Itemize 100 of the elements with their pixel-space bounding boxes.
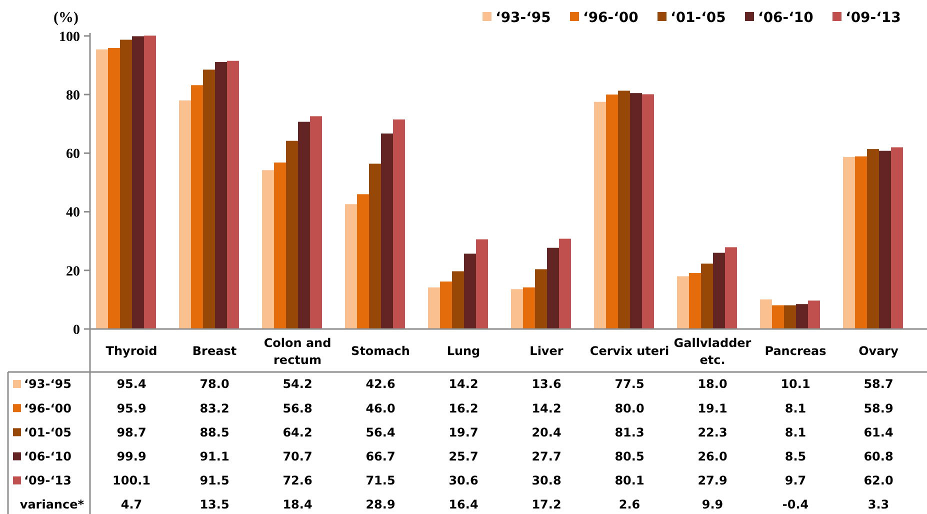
data-label: 10.1 (780, 377, 810, 392)
bar (215, 62, 227, 329)
bar (713, 252, 725, 329)
data-label: 58.7 (864, 377, 894, 392)
data-label: 56.8 (282, 401, 312, 416)
data-label: 30.8 (532, 474, 562, 488)
y-tick-label: 100 (59, 30, 80, 45)
text: ‘01-‘05 (24, 425, 72, 440)
x-tick-label: Cervix uteri (590, 344, 670, 358)
bar (701, 264, 713, 329)
data-label: 70.7 (282, 450, 312, 464)
data-label: 22.3 (698, 425, 728, 440)
text: -0.4 (782, 498, 809, 512)
data-label: 46.0 (366, 401, 396, 416)
data-label: 61.4 (864, 425, 894, 440)
bar (298, 122, 310, 329)
legend-label: ‘01-‘05 (670, 10, 726, 26)
text: 28.9 (366, 498, 396, 512)
y-tick-label: 80 (66, 88, 80, 104)
bar (191, 85, 203, 329)
bar (440, 282, 452, 329)
y-tick-label: 20 (66, 264, 80, 280)
x-tick-label: Liver (530, 344, 564, 358)
data-label: 62.0 (864, 474, 894, 488)
x-tick-label: Colon and rectum (264, 336, 332, 367)
bar (452, 271, 464, 329)
bar (677, 276, 689, 329)
data-label: 14.2 (448, 377, 478, 392)
bar (784, 305, 796, 329)
data-label: 80.5 (614, 450, 644, 464)
data-label: 9.7 (784, 474, 806, 488)
data-label: 95.4 (116, 377, 146, 392)
bar (357, 194, 369, 329)
data-label: 91.1 (200, 450, 230, 464)
data-label: 60.8 (864, 450, 894, 464)
data-label: 8.1 (784, 425, 806, 440)
x-tick-label: Breast (192, 344, 237, 358)
text: 4.7 (120, 498, 142, 512)
bar (381, 134, 393, 329)
data-label: 20.4 (532, 425, 562, 440)
x-tick-label: Ovary (858, 344, 899, 358)
data-label: 64.2 (282, 425, 312, 440)
bar (96, 49, 108, 329)
bar (345, 204, 357, 329)
bar (286, 140, 298, 329)
bar (879, 150, 891, 329)
bar (511, 289, 523, 329)
bar (796, 304, 808, 329)
data-label: 19.1 (698, 401, 728, 416)
text: 2.6 (618, 498, 640, 512)
bar (547, 248, 559, 329)
data-label: 91.5 (200, 474, 230, 488)
data-label: 72.6 (282, 474, 312, 488)
y-tick-label: 40 (66, 206, 80, 221)
data-label: 88.5 (200, 425, 230, 440)
data-label: 58.9 (864, 401, 894, 416)
data-label: 54.2 (282, 377, 312, 392)
data-label: 78.0 (200, 377, 230, 392)
bar (618, 90, 630, 329)
bar (227, 60, 239, 329)
y-tick-label: 0 (73, 322, 80, 338)
x-tick-label: Pancreas (764, 344, 826, 358)
data-label: 30.6 (448, 474, 478, 488)
bar (120, 40, 132, 329)
data-label: 71.5 (366, 474, 396, 488)
text: ‘93-‘95 (24, 377, 72, 392)
x-tick-label: Lung (446, 344, 480, 358)
text: ‘96-‘00 (24, 401, 72, 416)
data-label: 8.5 (784, 450, 806, 464)
bar (642, 94, 654, 329)
bar (428, 287, 440, 329)
data-label: 25.7 (448, 450, 478, 464)
bar (606, 94, 618, 329)
x-tick-label: Stomach (351, 344, 410, 358)
data-label: 14.2 (532, 401, 562, 416)
bar (725, 247, 737, 329)
data-label: 81.3 (614, 425, 644, 440)
bar (535, 269, 547, 329)
text: 18.4 (282, 498, 312, 512)
bar (689, 273, 701, 329)
bar (523, 287, 535, 329)
bar (891, 147, 903, 329)
bar (274, 162, 286, 329)
legend-label: ‘09-‘13 (846, 10, 901, 26)
bar (808, 300, 820, 329)
data-label: 80.1 (614, 474, 644, 488)
data-label: 42.6 (366, 377, 396, 392)
data-label: 26.0 (698, 450, 728, 464)
text: 3.3 (868, 498, 890, 512)
bar (760, 299, 772, 329)
y-tick-label: 60 (66, 147, 80, 162)
bar (393, 119, 405, 329)
text: 17.2 (532, 498, 562, 512)
bar (203, 70, 215, 329)
bar (594, 102, 606, 329)
bar (144, 36, 156, 329)
data-label: 27.9 (698, 474, 728, 488)
data-label: 16.2 (448, 401, 478, 416)
bar (108, 48, 120, 329)
data-label: 19.7 (448, 425, 478, 440)
